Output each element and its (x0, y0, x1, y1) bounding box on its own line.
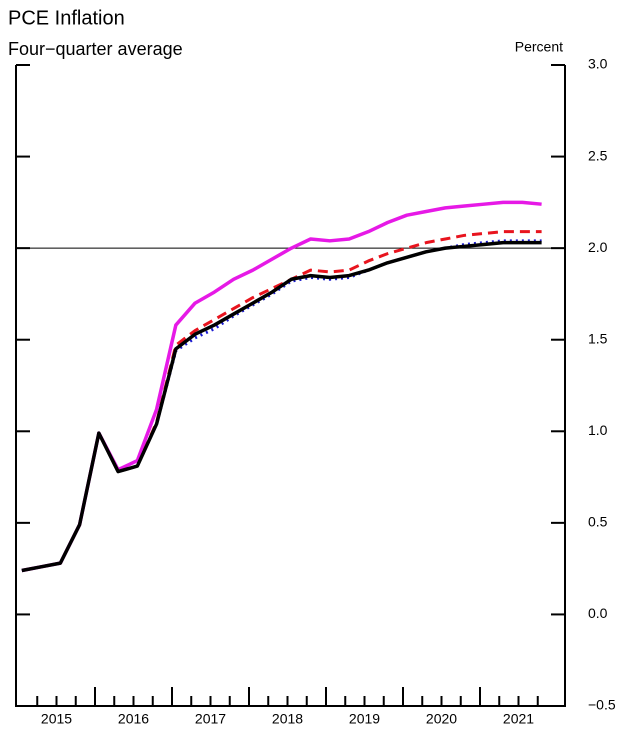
series-line (21, 200, 542, 573)
x-tick-label: 2016 (118, 711, 149, 727)
chart-title: PCE Inflation (8, 7, 125, 29)
y-tick-label: 2.0 (588, 239, 608, 255)
series-line (21, 240, 542, 573)
x-tick-label: 2018 (272, 711, 303, 727)
x-tick-label: 2015 (41, 711, 72, 727)
y-tick-label: 3.0 (588, 56, 608, 72)
x-tick-label: 2020 (426, 711, 457, 727)
series-line (21, 230, 542, 572)
y-tick-label: 0.5 (588, 514, 608, 530)
x-tick-label: 2021 (503, 711, 534, 727)
x-tick-label: 2019 (349, 711, 380, 727)
series-line (21, 239, 542, 572)
x-tick-label: 2017 (195, 711, 226, 727)
y-tick-label: 1.5 (588, 330, 608, 346)
y-tick-label: 0.0 (588, 605, 608, 621)
y-tick-label: 2.5 (588, 147, 608, 163)
y-axis-label: Percent (515, 39, 563, 55)
y-tick-label: −0.5 (588, 697, 616, 713)
y-tick-label: 1.0 (588, 422, 608, 438)
chart-subtitle: Four−quarter average (8, 39, 183, 59)
